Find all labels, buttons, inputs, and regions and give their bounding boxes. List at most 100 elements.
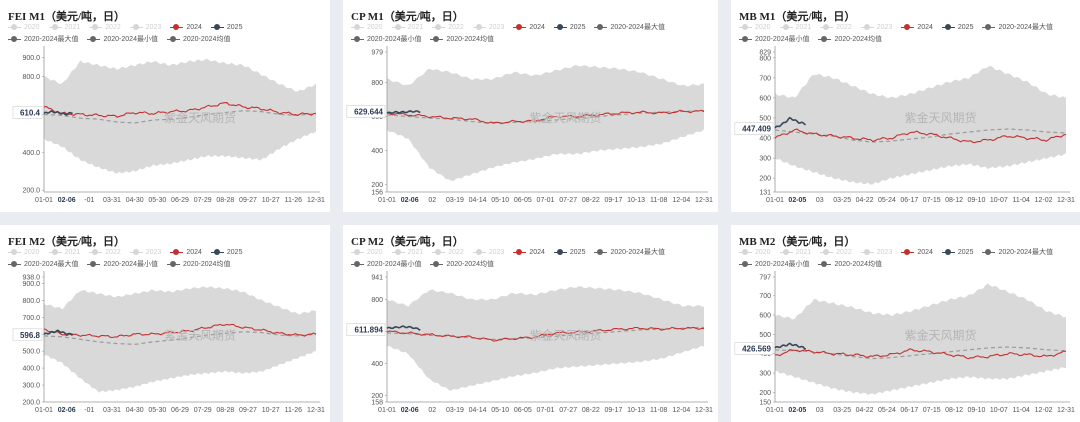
legend-label: 2023 — [488, 249, 505, 256]
legend-item[interactable]: 2025 — [553, 247, 585, 259]
legend-item[interactable]: 2020-2024均值 — [818, 34, 882, 46]
legend-label: 2022 — [105, 249, 121, 256]
x-tick-label: 02-06 — [401, 407, 419, 414]
legend-item[interactable]: 2023 — [129, 247, 161, 259]
legend-item[interactable]: 2020-2024最大值 — [594, 22, 665, 34]
legend-swatch-icon — [432, 248, 446, 255]
y-tick-label: 500.0 — [22, 349, 40, 356]
x-tick-label: 12-02 — [1035, 407, 1053, 414]
legend-item[interactable]: 2025 — [553, 22, 585, 34]
legend-item[interactable]: 2021 — [48, 247, 80, 259]
legend-label: 2020 — [24, 24, 40, 31]
legend-item[interactable]: 2022 — [89, 22, 121, 34]
legend-item[interactable]: 2020 — [351, 247, 383, 259]
legend-item[interactable]: 2021 — [779, 247, 811, 259]
chart-panel: MB M2（美元/吨，日） 2020 2021 2022 2023 2024 2025 202… — [731, 225, 1080, 422]
legend-item[interactable]: 2025 — [941, 22, 974, 34]
legend-item[interactable]: 2021 — [391, 22, 423, 34]
legend-item[interactable]: 2024 — [901, 247, 933, 259]
legend-swatch-icon — [739, 23, 752, 30]
legend-item[interactable]: 2020 — [8, 22, 40, 34]
legend-item[interactable]: 2022 — [820, 247, 852, 259]
legend-label: 2023 — [876, 24, 893, 31]
legend-item[interactable]: 2021 — [391, 247, 423, 259]
chart-title: MB M1（美元/吨，日） — [739, 11, 856, 23]
chart-svg: 200.0300.0400.0500.0600.0700.0800.0900.0… — [12, 271, 325, 414]
x-tick-label: 04-14 — [469, 197, 487, 204]
legend-item[interactable]: 2023 — [129, 22, 161, 34]
legend-item[interactable]: 2020-2024均值 — [818, 259, 882, 271]
legend-item[interactable]: 2020-2024最小值 — [351, 259, 421, 271]
latest-value-label: 447.409 — [742, 125, 771, 134]
legend-item[interactable]: 2020-2024最大值 — [8, 259, 78, 271]
legend-item[interactable]: 2020 — [8, 247, 40, 259]
legend-swatch-icon — [8, 248, 21, 255]
legend-item[interactable]: 2024 — [170, 247, 202, 259]
legend-item[interactable]: 2020-2024最小值 — [87, 34, 158, 46]
legend-swatch-icon — [430, 260, 444, 267]
legend-item[interactable]: 2020-2024最小值 — [351, 34, 421, 46]
legend-swatch-icon — [553, 23, 567, 30]
legend-item[interactable]: 2020-2024均值 — [166, 259, 230, 271]
y-tick-label: 300 — [759, 371, 771, 378]
legend-label: 2023 — [488, 24, 505, 31]
x-tick-label: 07-27 — [559, 197, 577, 204]
legend-item[interactable]: 2023 — [860, 22, 893, 34]
x-tick-label: 11-08 — [650, 197, 667, 204]
legend-item[interactable]: 2020-2024均值 — [166, 34, 230, 46]
y-tick-label: 938.0 — [22, 275, 40, 282]
legend-item[interactable]: 2022 — [820, 22, 852, 34]
legend-swatch-icon — [8, 260, 21, 267]
legend-item[interactable]: 2021 — [48, 22, 80, 34]
legend-item[interactable]: 2025 — [941, 247, 973, 259]
legend-label: 2020-2024均值 — [446, 36, 494, 43]
legend-item[interactable]: 2024 — [513, 22, 545, 34]
legend-item[interactable]: 2020-2024均值 — [430, 34, 494, 46]
legend-item[interactable]: 2023 — [472, 22, 505, 34]
y-tick-label: 200.0 — [22, 188, 40, 195]
legend-item[interactable]: 2022 — [432, 247, 464, 259]
legend-label: 2025 — [957, 24, 974, 31]
legend-item[interactable]: 2023 — [472, 247, 505, 259]
legend-item[interactable]: 2022 — [89, 247, 121, 259]
legend-item[interactable]: 2020-2024最大值 — [982, 247, 1053, 259]
x-tick-label: 01-01 — [766, 407, 784, 414]
legend-item[interactable]: 2023 — [860, 247, 892, 259]
y-tick-label: 500 — [759, 332, 771, 339]
legend-item[interactable]: 2024 — [513, 247, 545, 259]
legend-item[interactable]: 2020 — [351, 22, 383, 34]
legend-swatch-icon — [779, 248, 793, 255]
legend-item[interactable]: 2025 — [210, 247, 242, 259]
x-tick-label: 04-14 — [469, 407, 487, 414]
legend-item[interactable]: 2022 — [432, 22, 464, 34]
legend-label: 2024 — [917, 24, 933, 31]
series-2024-line — [386, 326, 705, 342]
y-tick-label: 200 — [759, 390, 771, 397]
y-tick-label: 797 — [759, 275, 771, 282]
legend-item[interactable]: 2025 — [210, 22, 242, 34]
legend-item[interactable]: 2020-2024最小值 — [87, 259, 158, 271]
legend-swatch-icon — [818, 260, 832, 267]
series-2025-line — [43, 329, 73, 337]
legend-item[interactable]: 2021 — [779, 22, 811, 34]
legend-item[interactable]: 2020 — [739, 247, 771, 259]
legend-swatch-icon — [210, 248, 224, 255]
legend-label: 2024 — [529, 24, 545, 31]
x-tick-label: 05-30 — [148, 407, 166, 414]
legend-item[interactable]: 2024 — [901, 22, 933, 34]
legend-item[interactable]: 2020-2024最大值 — [594, 247, 665, 259]
legend-item[interactable]: 2020-2024均值 — [430, 259, 494, 271]
legend-swatch-icon — [391, 248, 405, 255]
legend-swatch-icon — [170, 248, 184, 255]
legend-item[interactable]: 2020-2024最大值 — [982, 22, 1053, 34]
legend-item[interactable]: 2020 — [739, 22, 771, 34]
x-tick-label: 05-24 — [878, 197, 896, 204]
series-2025-line — [386, 110, 421, 114]
legend-item[interactable]: 2024 — [170, 22, 202, 34]
legend-swatch-icon — [820, 248, 834, 255]
legend-item[interactable]: 2020-2024最小值 — [739, 34, 809, 46]
chart-title: CP M2（美元/吨，日） — [351, 236, 464, 248]
legend-item[interactable]: 2020-2024最小值 — [739, 259, 809, 271]
legend-item[interactable]: 2020-2024最大值 — [8, 34, 78, 46]
legend-label: 2020-2024最小值 — [755, 261, 810, 268]
